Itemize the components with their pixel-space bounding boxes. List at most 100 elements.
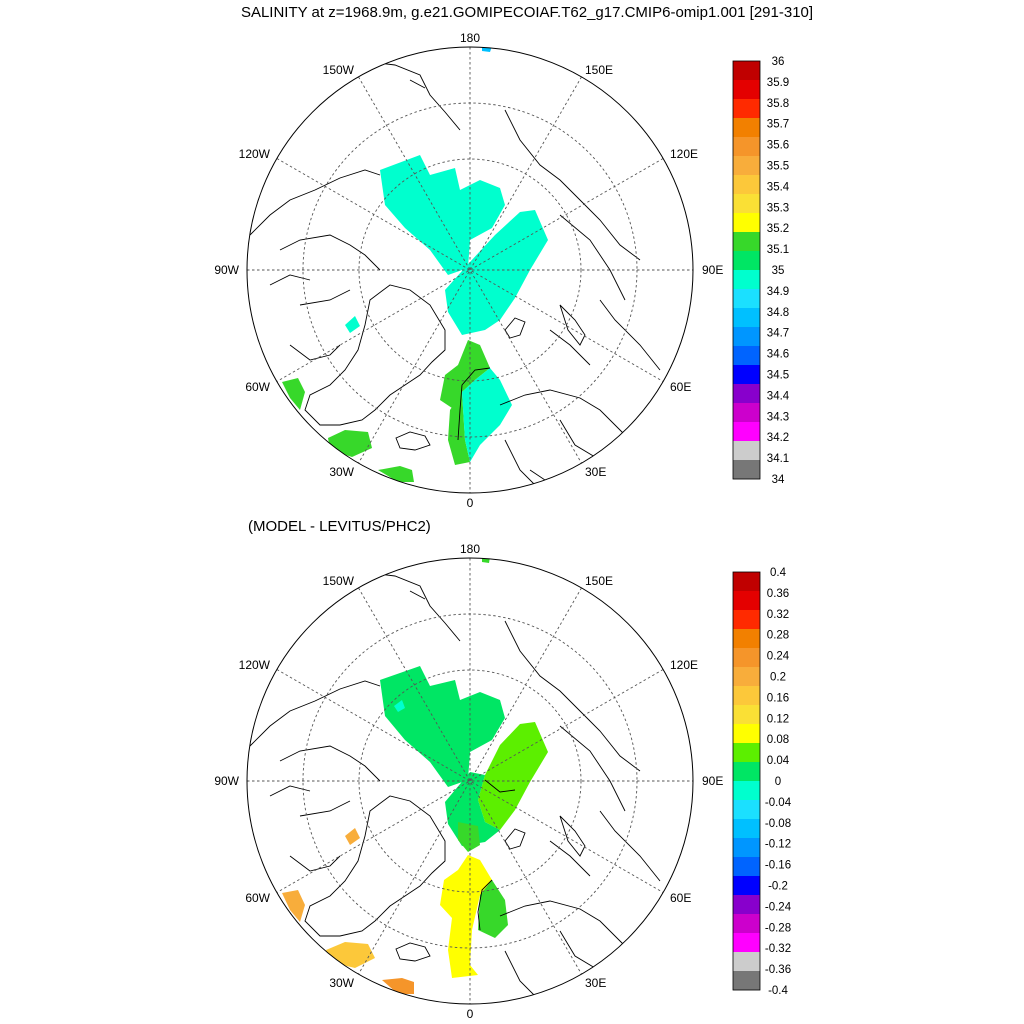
- top-colorbar-label: 34.1: [767, 453, 789, 465]
- top-colorbar-label: 35: [772, 265, 785, 277]
- bottom-contour-line: [477, 879, 493, 931]
- top-colorbar-label: 36: [772, 56, 785, 68]
- bottom-colorbar-label: -0.2: [768, 881, 788, 893]
- top-colorbar-label: 34.3: [767, 411, 789, 423]
- bottom-label-90w: 90W: [214, 774, 239, 788]
- bottom-coast-scandinavia: [499, 900, 641, 1002]
- top-colorbar-swatch: [733, 137, 760, 157]
- bottom-colorbar-label: -0.32: [765, 943, 791, 955]
- bottom-label-60e: 60E: [670, 891, 691, 905]
- bottom-colorbar-label: 0.28: [767, 630, 789, 642]
- bottom-colorbar-swatch: [733, 933, 760, 953]
- top-colorbar-label: 35.9: [767, 77, 789, 89]
- top-coast-canada: [249, 169, 381, 361]
- top-field-fram-strait: [440, 340, 490, 410]
- bottom-meridian-120e-60w: [276, 669, 664, 893]
- bottom-meridian-120w-60e: [276, 669, 664, 893]
- bottom-colorbar-swatch: [733, 610, 760, 630]
- top-map: 180 0 150W 150E 120W 120E 90W 90E 60W 60…: [214, 31, 723, 510]
- bottom-label-180: 180: [460, 542, 480, 556]
- top-colorbar-swatch: [733, 384, 760, 404]
- bottom-colorbar-label: -0.16: [765, 860, 791, 872]
- top-colorbar-swatch: [733, 251, 760, 271]
- bottom-colorbar-swatch: [733, 572, 760, 592]
- bottom-colorbar-swatch: [733, 800, 760, 820]
- top-label-90e: 90E: [702, 263, 723, 277]
- top-map-fields: [282, 47, 548, 482]
- top-graticule: [247, 47, 693, 493]
- bottom-lat-circle-70: [358, 669, 582, 893]
- bottom-label-120w: 120W: [239, 658, 271, 672]
- top-colorbar-swatch: [733, 289, 760, 309]
- top-meridian-120w-60e: [276, 158, 664, 382]
- top-colorbar-label: 35.2: [767, 223, 789, 235]
- top-colorbar-swatch: [733, 175, 760, 195]
- bottom-colorbar-swatch: [733, 838, 760, 858]
- top-field-iceland-basin: [378, 466, 414, 482]
- top-field-hudson-patch: [345, 316, 360, 333]
- top-label-150e: 150E: [585, 63, 613, 77]
- bottom-colorbar-label: 0.32: [767, 609, 789, 621]
- bottom-colorbar-swatch: [733, 819, 760, 839]
- top-label-180: 180: [460, 31, 480, 45]
- top-colorbar-label: 35.8: [767, 98, 789, 110]
- top-colorbar: 36 35.9 35.8 35.7 35.6 35.5 35.4 35.3 35.2 35.1 35…: [732, 56, 790, 486]
- top-colorbar-label: 34.4: [767, 390, 790, 402]
- bottom-colorbar-label: 0.08: [767, 734, 789, 746]
- bottom-colorbar-swatch: [733, 876, 760, 896]
- top-coast-scandinavia: [499, 389, 641, 491]
- top-colorbar-label: 34: [772, 474, 785, 486]
- bottom-colorbar-swatch: [733, 914, 760, 934]
- top-colorbar-label: 35.4: [767, 181, 790, 193]
- top-colorbar-swatch: [733, 460, 760, 480]
- top-colorbar-label: 34.9: [767, 286, 789, 298]
- top-colorbar-swatch: [733, 99, 760, 119]
- bottom-colorbar-swatch: [733, 971, 760, 991]
- bottom-colorbar-swatch: [733, 895, 760, 915]
- bottom-colorbar: 0.4 0.36 0.32 0.28 0.24 0.2 0.16 0.12 0.08 0.04 0 -…: [732, 567, 792, 997]
- bottom-colorbar-label: -0.04: [765, 797, 792, 809]
- bottom-colorbar-label: -0.36: [765, 964, 791, 976]
- bottom-field-eurasian-basin: [478, 722, 548, 830]
- bottom-map-boundary: [246, 557, 694, 1005]
- bottom-meridian-150w-30e: [358, 587, 582, 975]
- top-label-90w: 90W: [214, 263, 239, 277]
- top-contour-line: [457, 367, 491, 441]
- bottom-colorbar-swatch: [733, 781, 760, 801]
- top-lon-labels: 180 0 150W 150E 120W 120E 90W 90E 60W 60…: [214, 31, 723, 510]
- bottom-colorbar-label: -0.12: [765, 839, 791, 851]
- bottom-colorbar-swatch: [733, 686, 760, 706]
- top-field-irminger-sea: [328, 430, 372, 457]
- top-colorbar-swatch: [733, 327, 760, 347]
- top-meridian-120e-60w: [276, 158, 664, 382]
- figure-subtitle: (MODEL - LEVITUS/PHC2): [248, 518, 431, 535]
- bottom-colorbar-label: 0.2: [770, 672, 786, 684]
- bottom-field-fram-strait: [458, 822, 480, 852]
- bottom-field-greenland-sea: [440, 855, 492, 978]
- bottom-graticule: [247, 558, 693, 1004]
- bottom-colorbar-swatch: [733, 629, 760, 649]
- top-field-labrador-sea: [282, 378, 305, 410]
- bottom-coast-siberia: [504, 620, 661, 882]
- bottom-colorbar-swatch: [733, 857, 760, 877]
- bottom-field-irminger-sea: [326, 942, 375, 968]
- top-colorbar-swatch: [733, 118, 760, 138]
- top-colorbar-swatch: [733, 441, 760, 461]
- bottom-colorbar-label: 0.16: [767, 692, 789, 704]
- top-colorbar-label: 34.6: [767, 349, 789, 361]
- top-colorbar-label: 35.6: [767, 140, 789, 152]
- bottom-coast-svalbard: [504, 828, 526, 850]
- bottom-field-iceland-basin: [382, 978, 414, 994]
- bottom-label-60w: 60W: [245, 891, 270, 905]
- top-label-120w: 120W: [239, 147, 271, 161]
- bottom-colorbar-label: -0.24: [765, 901, 792, 913]
- bottom-field-canada-basin: [380, 666, 505, 787]
- top-colorbar-label: 35.7: [767, 119, 789, 131]
- bottom-contour-line-2: [484, 779, 516, 793]
- bottom-field-canada-small: [394, 700, 405, 712]
- top-colorbar-swatch: [733, 232, 760, 252]
- top-label-60w: 60W: [245, 380, 270, 394]
- top-colorbar-label: 34.5: [767, 370, 789, 382]
- bottom-colorbar-label: -0.28: [765, 922, 791, 934]
- top-colorbar-swatch: [733, 80, 760, 100]
